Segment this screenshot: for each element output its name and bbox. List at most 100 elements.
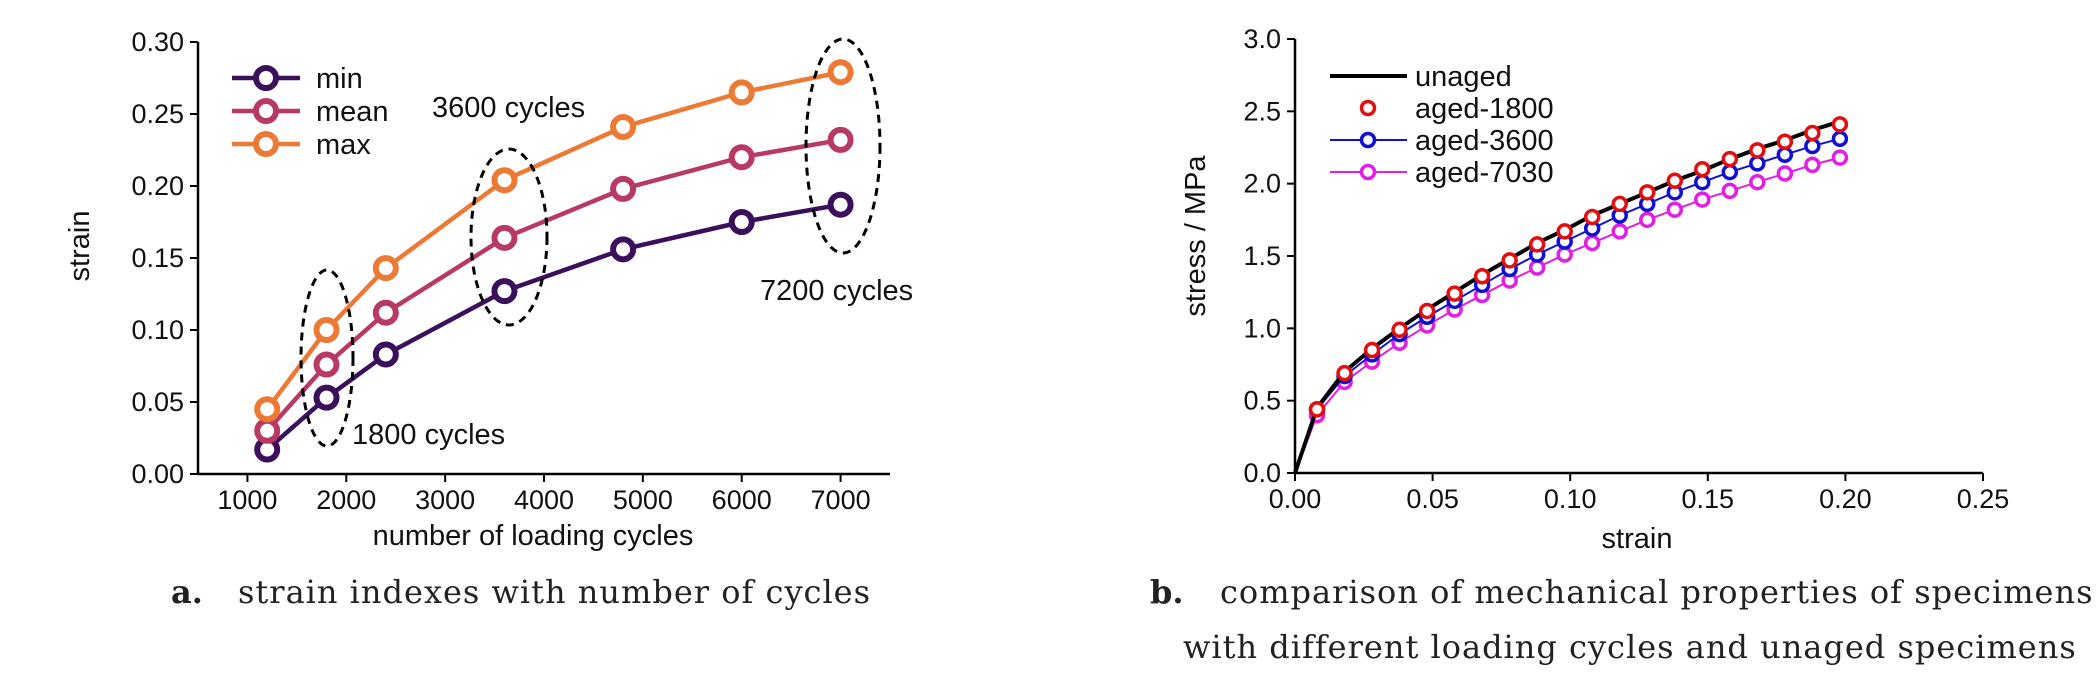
data-point-min [313, 384, 340, 411]
legend-marker-max [253, 131, 279, 157]
panel-a-x-tick-label: 5000 [613, 485, 673, 515]
data-point-aged-7030 [1694, 191, 1711, 208]
data-point-aged-7030 [1721, 182, 1739, 200]
data-point-aged-1800 [1721, 150, 1739, 168]
legend-marker-mean [253, 98, 279, 124]
data-point-aged-1800 [1418, 302, 1436, 320]
panel-a-x-tick-label: 3000 [415, 485, 475, 515]
data-point-aged-3600 [1831, 130, 1849, 148]
panel-a-x-tick-label: 2000 [316, 485, 376, 515]
series-line-aged-7030 [1294, 156, 1841, 474]
data-point-max [827, 59, 854, 86]
data-point-max [491, 167, 518, 194]
data-point-min [728, 209, 755, 235]
panel-b-y-axis-label: stress / MPa [1180, 155, 1212, 317]
legend-marker-min [253, 65, 279, 91]
data-point-mean [313, 351, 340, 378]
legend-label-min: min [316, 63, 363, 95]
data-point-aged-7030 [1804, 156, 1821, 174]
panel-a-x-tick-label: 7000 [811, 485, 871, 515]
data-point-aged-7030 [1749, 173, 1766, 191]
panel-a-x-tick-label: 1000 [217, 485, 277, 515]
data-point-min [610, 236, 637, 263]
data-point-aged-7030 [1831, 149, 1849, 166]
panel-b-y-tick-label: 1.0 [1243, 313, 1281, 343]
panel-b-x-tick-label: 0.20 [1819, 484, 1872, 514]
series-line-mean [265, 137, 841, 433]
panel-b-x-tick-label: 0.00 [1269, 484, 1322, 514]
panel-b-x-tick-label: 0.05 [1406, 484, 1459, 514]
panel-b-y-tick-label: 1.5 [1243, 241, 1281, 271]
legend-label-aged-3600: aged-3600 [1415, 125, 1554, 157]
legend-item-unaged: unaged [1330, 61, 1512, 93]
legend-item-mean: mean [232, 96, 389, 128]
data-point-aged-1800 [1611, 195, 1628, 213]
panel-a-y-tick-label: 0.15 [131, 243, 184, 273]
panel-b-y-tick-label: 3.0 [1243, 24, 1281, 54]
panel-a-y-tick-label: 0.20 [131, 171, 184, 201]
data-point-aged-1800 [1336, 364, 1353, 382]
data-point-aged-7030 [1776, 165, 1794, 182]
data-point-max [728, 79, 755, 106]
panel-a-x-tick-label: 4000 [514, 485, 574, 515]
data-point-max [372, 255, 399, 282]
data-point-aged-3600 [1694, 173, 1711, 191]
series-min [254, 191, 854, 463]
panel-b-x-tick-label: 0.10 [1544, 484, 1597, 514]
legend-label-aged-7030: aged-7030 [1415, 157, 1554, 189]
panel-a-y-tick-label: 0.00 [131, 459, 184, 489]
data-point-aged-1800 [1804, 124, 1821, 142]
panel-a-x-tick-label: 6000 [712, 485, 772, 515]
data-point-aged-7030 [1639, 211, 1656, 229]
data-point-aged-1800 [1831, 116, 1849, 133]
data-point-aged-1800 [1639, 184, 1656, 201]
panel-b-y-tick-label: 2.0 [1243, 169, 1281, 199]
legend-label-max: max [316, 129, 371, 161]
data-point-aged-3600 [1804, 137, 1821, 155]
annotation-ellipse-7200 [804, 37, 882, 255]
panel-b-y-tick-label: 0.5 [1243, 386, 1281, 416]
annotation-3600-cycles: 3600 cycles [432, 92, 585, 124]
panel-a-caption: a. strain indexes with number of cycles [171, 573, 870, 611]
data-point-aged-1800 [1776, 133, 1794, 150]
series-aged-1800 [1308, 116, 1849, 418]
data-point-mean [610, 175, 637, 202]
data-point-min [372, 341, 399, 368]
panel-a-y-tick-label: 0.30 [131, 27, 184, 57]
data-point-aged-7030 [1556, 246, 1573, 263]
data-point-mean [254, 417, 281, 444]
panel-a-caption-label: a. [171, 573, 203, 611]
legend-label-mean: mean [316, 96, 389, 128]
data-point-aged-1800 [1583, 208, 1601, 226]
series-line-min [265, 202, 841, 452]
data-point-aged-7030 [1528, 259, 1546, 276]
data-point-aged-7030 [1666, 201, 1684, 218]
data-point-aged-7030 [1583, 234, 1601, 252]
legend-label-aged-1800: aged-1800 [1415, 93, 1554, 125]
data-point-aged-3600 [1776, 146, 1794, 163]
legend-marker-aged-3600 [1359, 131, 1377, 149]
legend-item-min: min [232, 63, 363, 95]
data-point-aged-1800 [1446, 285, 1463, 302]
data-point-max [610, 113, 637, 140]
legend-item-aged-1800: aged-1800 [1359, 93, 1554, 125]
data-point-aged-1800 [1528, 236, 1546, 253]
data-point-aged-1800 [1694, 160, 1711, 178]
legend-item-aged-3600: aged-3600 [1330, 125, 1554, 157]
annotation-ellipse-1800 [299, 268, 355, 448]
panel-b-caption-label: b. [1150, 573, 1184, 611]
annotation-7200-cycles: 7200 cycles [760, 275, 913, 307]
data-point-aged-1800 [1749, 142, 1766, 159]
data-point-aged-1800 [1473, 268, 1491, 285]
data-point-aged-3600 [1749, 155, 1766, 172]
data-point-mean [372, 299, 399, 326]
annotation-1800-cycles: 1800 cycles [352, 419, 505, 451]
data-point-aged-3600 [1721, 163, 1739, 181]
annotation-ellipse-3600 [469, 147, 549, 327]
data-point-mean [491, 224, 518, 251]
panel-b-x-tick-label: 0.15 [1682, 484, 1735, 514]
panel-b-caption-line1: comparison of mechanical properties of s… [1220, 573, 2094, 611]
legend-item-max: max [232, 129, 371, 161]
data-point-mean [728, 144, 755, 171]
